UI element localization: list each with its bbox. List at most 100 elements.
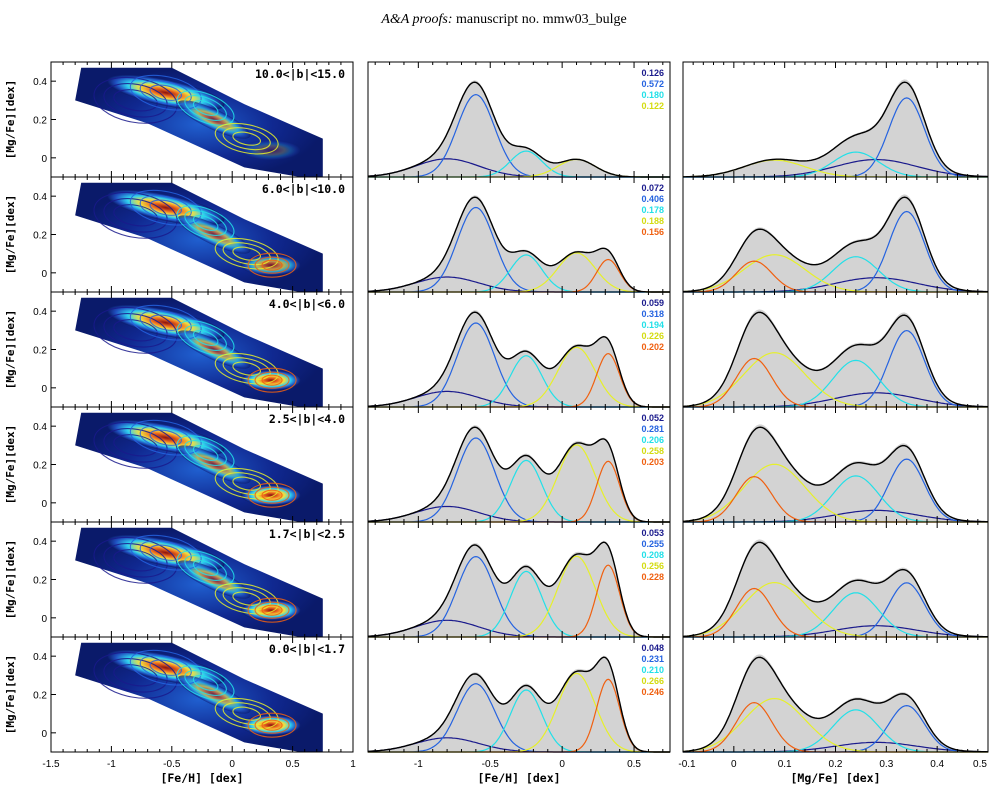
contour-ellipse — [113, 549, 158, 572]
density-map — [75, 527, 323, 637]
contour-ellipse — [214, 237, 279, 270]
total-fit — [682, 656, 989, 753]
contour-ellipse — [254, 371, 290, 389]
y-axis-label: [Mg/Fe][dex] — [4, 80, 17, 159]
contour-ellipse — [176, 320, 235, 356]
component-fraction: 0.048 — [641, 643, 664, 653]
y-axis-label: [Mg/Fe][dex] — [4, 540, 17, 619]
component-fraction: 0.178 — [641, 205, 664, 215]
observed-mdf — [368, 655, 670, 753]
contour-ellipse — [247, 367, 297, 393]
density-middle — [177, 445, 251, 484]
observed-mdf — [368, 80, 670, 178]
y-tick-label: 0.4 — [33, 422, 47, 433]
density-map — [75, 412, 323, 522]
observed-alpha-distribution — [683, 424, 988, 522]
contour-ellipse — [176, 550, 235, 586]
y-axis-label: [Mg/Fe][dex] — [4, 310, 17, 389]
component-fraction: 0.406 — [641, 194, 664, 204]
component-fraction: 0.246 — [641, 687, 664, 697]
component-fraction: 0.052 — [641, 413, 664, 423]
total-fit — [367, 656, 670, 753]
density-middle — [177, 330, 251, 369]
contour-ellipse — [139, 80, 192, 106]
y-axis-label: [Mg/Fe][dex] — [4, 425, 17, 504]
x-axis-label: [Fe/H] [dex] — [477, 771, 560, 785]
contour-ellipse — [232, 361, 261, 376]
contour-ellipse — [93, 651, 178, 699]
contour-ellipse — [192, 445, 219, 461]
journal-name: A&A proofs: — [381, 12, 453, 27]
contour-ellipse — [103, 658, 168, 693]
x-tick-label: 1 — [350, 759, 356, 770]
component-fraction: 0.210 — [641, 665, 664, 675]
contour-ellipse — [113, 89, 158, 112]
total-fit — [683, 81, 989, 178]
contour-ellipse — [192, 675, 219, 691]
y-tick-label: 0 — [41, 729, 47, 740]
y-tick-label: 0 — [41, 269, 47, 280]
latitude-label: 6.0<|b|<10.0 — [262, 182, 345, 196]
y-tick-label: 0 — [41, 614, 47, 625]
contour-ellipse — [254, 256, 290, 274]
contour-ellipse — [192, 330, 219, 346]
contour-ellipse — [113, 319, 158, 342]
contour-ellipse — [139, 655, 192, 681]
contour-ellipse — [139, 310, 192, 336]
component-fraction: 0.208 — [641, 550, 664, 560]
y-axis-label: [Mg/Fe][dex] — [4, 655, 17, 734]
component-fraction: 0.156 — [641, 227, 664, 237]
x-tick-label: 0 — [559, 759, 565, 770]
total-fit — [682, 426, 988, 523]
contour-ellipse — [247, 712, 297, 738]
x-axis-label: [Fe/H] [dex] — [160, 771, 243, 785]
x-tick-label: 0.1 — [778, 759, 792, 770]
x-tick-label: -1.5 — [42, 759, 60, 770]
contour-ellipse — [149, 199, 183, 216]
contour-ellipse — [103, 313, 168, 348]
contour-ellipse — [149, 84, 183, 101]
contour-ellipse — [192, 100, 219, 116]
latitude-label: 1.7<|b|<2.5 — [269, 527, 345, 541]
page-header: A&A proofs: manuscript no. mmw03_bulge — [0, 12, 1008, 28]
y-tick-label: 0.2 — [33, 231, 47, 242]
contour-ellipse — [261, 719, 283, 731]
observed-mdf — [368, 195, 670, 293]
component-fraction: 0.194 — [641, 320, 664, 330]
contour-ellipse — [247, 252, 297, 278]
contour-ellipse — [113, 434, 158, 457]
component-fraction: 0.059 — [641, 298, 664, 308]
x-tick-label: -0.5 — [163, 759, 181, 770]
contour-ellipse — [222, 242, 271, 266]
density-middle — [177, 675, 251, 714]
contour-ellipse — [139, 195, 192, 221]
contour-ellipse — [176, 205, 235, 241]
component-fraction: 0.572 — [641, 79, 664, 89]
contour-ellipse — [232, 246, 261, 261]
contour-ellipse — [214, 467, 279, 500]
contour-ellipse — [247, 597, 297, 623]
contour-ellipse — [254, 716, 290, 734]
contour-ellipse — [149, 544, 183, 561]
contour-ellipse — [232, 131, 261, 146]
contour-ellipse — [184, 555, 227, 581]
contour-ellipse — [247, 482, 297, 508]
total-fit — [367, 541, 670, 638]
component-fraction: 0.203 — [641, 457, 664, 467]
component-fraction: 0.228 — [641, 572, 664, 582]
latitude-label: 10.0<|b|<15.0 — [255, 67, 345, 81]
contour-ellipse — [261, 374, 283, 386]
contour-ellipse — [261, 259, 283, 271]
observed-alpha-distribution — [683, 79, 988, 177]
component-fraction: 0.231 — [641, 654, 664, 664]
component-fraction: 0.226 — [641, 331, 664, 341]
x-tick-label: 0.5 — [286, 759, 300, 770]
contour-ellipse — [184, 670, 227, 696]
component-fraction: 0.188 — [641, 216, 664, 226]
y-tick-label: 0.2 — [33, 461, 47, 472]
density-map — [75, 642, 323, 752]
x-tick-label: -1 — [107, 759, 116, 770]
contour-ellipse — [261, 604, 283, 616]
density-peak-metal-rich — [240, 140, 301, 161]
y-tick-label: 0.4 — [33, 537, 47, 548]
